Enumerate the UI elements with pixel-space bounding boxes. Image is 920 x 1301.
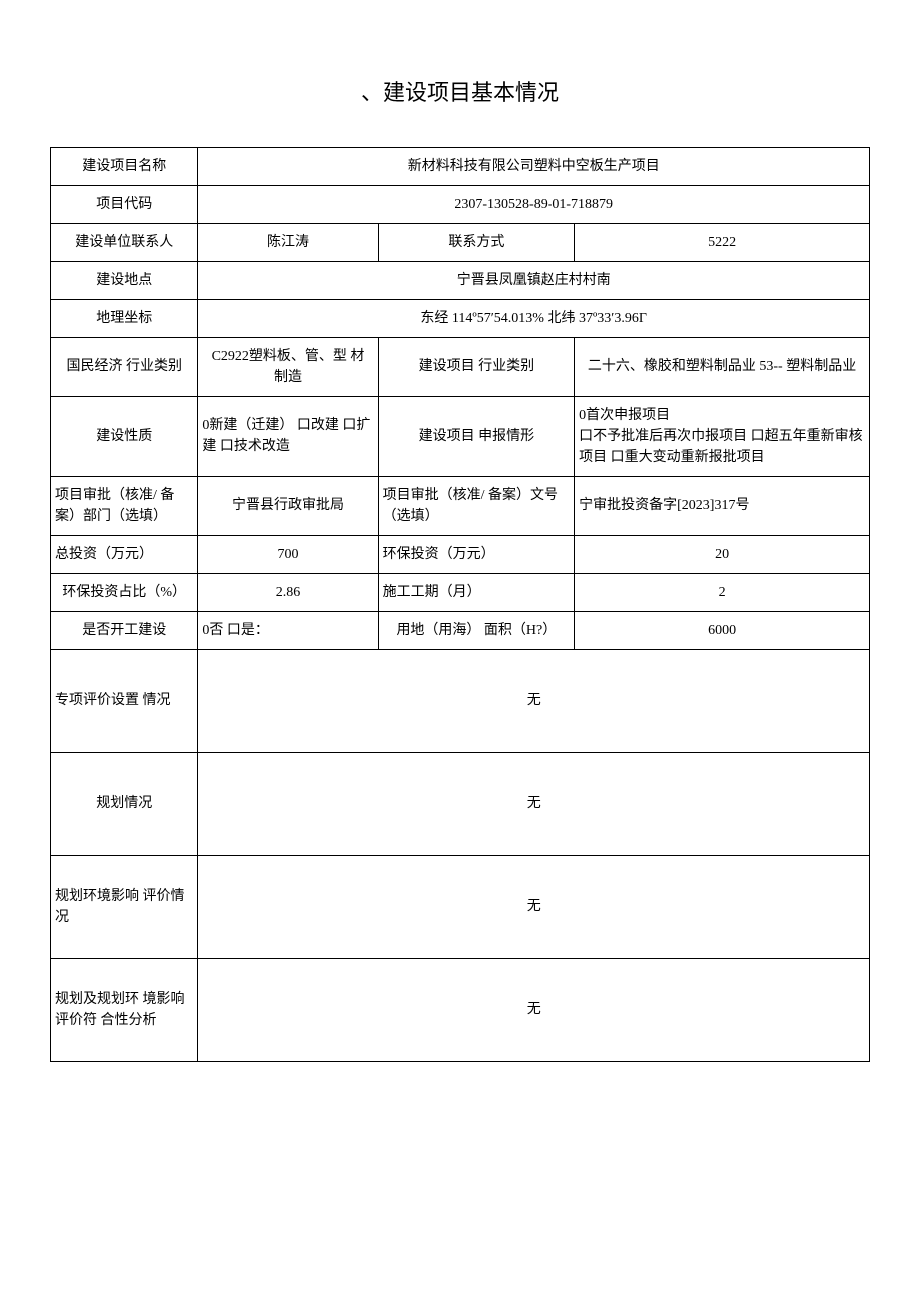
project-code-value: 2307-130528-89-01-718879: [198, 185, 870, 223]
planning-env-value: 无: [198, 855, 870, 958]
approval-no-value: 宁审批投资备字[2023]317号: [575, 476, 870, 535]
table-row: 规划及规划环 境影响评价符 合性分析 无: [51, 958, 870, 1061]
special-eval-label: 专项评价设置 情况: [51, 649, 198, 752]
table-row: 规划环境影响 评价情况 无: [51, 855, 870, 958]
planning-label: 规划情况: [51, 752, 198, 855]
declare-situation-value: 0首次申报项目 口不予批准后再次巾报项目 口超五年重新审核项目 口重大变动重新报…: [575, 396, 870, 476]
total-invest-label: 总投资（万元）: [51, 535, 198, 573]
table-row: 国民经济 行业类别 C2922塑料板、管、型 材 制造 建设项目 行业类别 二十…: [51, 337, 870, 396]
table-row: 环保投资占比（%） 2.86 施工工期（月） 2: [51, 573, 870, 611]
table-row: 专项评价设置 情况 无: [51, 649, 870, 752]
duration-value: 2: [575, 573, 870, 611]
table-row: 规划情况 无: [51, 752, 870, 855]
table-row: 建设性质 0新建（迁建） 口改建 口扩建 口技术改造 建设项目 申报情形 0首次…: [51, 396, 870, 476]
location-value: 宁晋县凤凰镇赵庄村村南: [198, 261, 870, 299]
started-label: 是否开工建设: [51, 611, 198, 649]
contact-person-value: 陈江涛: [198, 223, 378, 261]
planning-env-label: 规划环境影响 评价情况: [51, 855, 198, 958]
table-row: 建设单位联系人 陈江涛 联系方式 5222: [51, 223, 870, 261]
project-code-label: 项目代码: [51, 185, 198, 223]
contact-person-label: 建设单位联系人: [51, 223, 198, 261]
contact-method-value: 5222: [575, 223, 870, 261]
project-info-table: 建设项目名称 新材料科技有限公司塑料中空板生产项目 项目代码 2307-1305…: [50, 147, 870, 1062]
land-area-value: 6000: [575, 611, 870, 649]
duration-label: 施工工期（月）: [378, 573, 575, 611]
project-name-value: 新材料科技有限公司塑料中空板生产项目: [198, 147, 870, 185]
total-invest-value: 700: [198, 535, 378, 573]
env-invest-value: 20: [575, 535, 870, 573]
coords-label: 地理坐标: [51, 299, 198, 337]
approval-dept-label: 项目审批（核准/ 备案）部门（选填）: [51, 476, 198, 535]
table-row: 建设项目名称 新材料科技有限公司塑料中空板生产项目: [51, 147, 870, 185]
build-nature-label: 建设性质: [51, 396, 198, 476]
planning-value: 无: [198, 752, 870, 855]
build-nature-value: 0新建（迁建） 口改建 口扩建 口技术改造: [198, 396, 378, 476]
env-ratio-label: 环保投资占比（%）: [51, 573, 198, 611]
table-row: 项目代码 2307-130528-89-01-718879: [51, 185, 870, 223]
coords-value: 东经 114º57′54.013% 北纬 37º33′3.96Γ: [198, 299, 870, 337]
project-name-label: 建设项目名称: [51, 147, 198, 185]
econ-category-value: C2922塑料板、管、型 材 制造: [198, 337, 378, 396]
location-label: 建设地点: [51, 261, 198, 299]
land-area-label: 用地（用海） 面积（H?）: [378, 611, 575, 649]
industry-category-label: 建设项目 行业类别: [378, 337, 575, 396]
table-row: 总投资（万元） 700 环保投资（万元） 20: [51, 535, 870, 573]
started-value: 0否 口是：: [198, 611, 378, 649]
env-ratio-value: 2.86: [198, 573, 378, 611]
table-row: 项目审批（核准/ 备案）部门（选填） 宁晋县行政审批局 项目审批（核准/ 备案）…: [51, 476, 870, 535]
declare-situation-label: 建设项目 申报情形: [378, 396, 575, 476]
table-row: 地理坐标 东经 114º57′54.013% 北纬 37º33′3.96Γ: [51, 299, 870, 337]
planning-compliance-label: 规划及规划环 境影响评价符 合性分析: [51, 958, 198, 1061]
industry-category-value: 二十六、橡胶和塑料制品业 53-- 塑料制品业: [575, 337, 870, 396]
table-row: 是否开工建设 0否 口是： 用地（用海） 面积（H?） 6000: [51, 611, 870, 649]
approval-dept-value: 宁晋县行政审批局: [198, 476, 378, 535]
table-row: 建设地点 宁晋县凤凰镇赵庄村村南: [51, 261, 870, 299]
special-eval-value: 无: [198, 649, 870, 752]
page-title: 、建设项目基本情况: [50, 75, 870, 107]
env-invest-label: 环保投资（万元）: [378, 535, 575, 573]
econ-category-label: 国民经济 行业类别: [51, 337, 198, 396]
planning-compliance-value: 无: [198, 958, 870, 1061]
approval-no-label: 项目审批（核准/ 备案）文号（选填）: [378, 476, 575, 535]
contact-method-label: 联系方式: [378, 223, 575, 261]
